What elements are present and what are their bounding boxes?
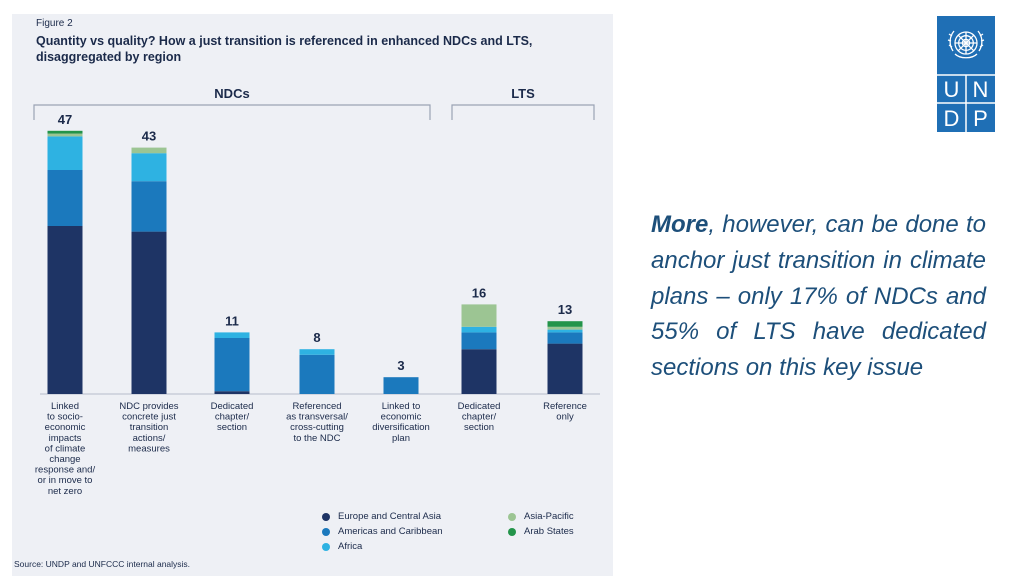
bar-segment-africa-6	[547, 329, 583, 333]
legend-swatch-europe	[322, 512, 330, 521]
bar-segment-asia_pacific-0	[47, 133, 83, 137]
legend-label-africa: Africa	[338, 541, 363, 552]
group-bracket-0	[33, 104, 431, 120]
category-label-6: Reference only	[543, 401, 587, 423]
legend-item-europe: Europe and Central Asia	[322, 511, 441, 522]
body-lead: More	[651, 211, 709, 238]
legend-item-asia-pacific: Asia-Pacific	[508, 511, 574, 522]
legend-swatch-arab-states	[508, 527, 516, 536]
category-label-4: Linked to economic diversification plan	[372, 401, 430, 444]
stacked-bar-chart: NDCs LTS 47 Linked to socio-economic impacts o…	[33, 86, 600, 497]
data-label-5: 16	[472, 285, 486, 300]
data-label-2: 11	[225, 313, 239, 328]
legend-item-africa: Africa	[322, 541, 362, 552]
legend-label-arab-states: Arab States	[524, 526, 574, 537]
group-label-0: NDCs	[214, 86, 249, 101]
legend-swatch-asia-pacific	[508, 512, 516, 521]
category-label-0: Linked to socio-economic impacts of climate…	[35, 401, 96, 497]
source-note: Source: UNDP and UNFCCC internal analysi…	[14, 559, 191, 569]
figure-label: Figure 2	[36, 18, 73, 29]
undp-logo: U N D P	[937, 16, 995, 132]
logo-grid	[937, 74, 995, 132]
bar-segment-americas-6	[547, 332, 583, 344]
category-label-5: Dedicated chapter/section	[458, 401, 501, 433]
legend-swatch-africa	[322, 542, 330, 551]
bar-segment-americas-1	[131, 181, 167, 232]
bar-segment-africa-2	[214, 332, 250, 338]
bar-segment-asia_pacific-5	[461, 304, 497, 327]
data-label-6: 13	[558, 302, 572, 317]
legend-swatch-americas	[322, 527, 330, 536]
legend-label-europe: Europe and Central Asia	[338, 511, 441, 522]
bar-segment-arab-6	[547, 321, 583, 327]
logo-letter-p: P	[973, 106, 988, 131]
legend-label-americas: Americas and Caribbean	[338, 526, 443, 537]
bar-segment-americas-3	[299, 354, 335, 394]
bar-segment-africa-5	[461, 326, 497, 333]
legend-label-asia-pacific: Asia-Pacific	[524, 511, 574, 522]
un-emblem-icon	[947, 30, 985, 59]
bar-segment-africa-1	[131, 153, 167, 182]
data-label-0: 47	[58, 112, 72, 127]
figure-panel: Figure 2 Quantity vs quality? How a just…	[12, 14, 613, 576]
logo-letter-n: N	[972, 77, 989, 102]
logo-letter-d: D	[943, 106, 960, 131]
bar-segment-africa-3	[299, 349, 335, 355]
bar-segment-africa-0	[47, 136, 83, 170]
bar-segment-asia_pacific-1	[131, 147, 167, 154]
bar-segment-arab-0	[47, 130, 83, 134]
bar-segment-europe-2	[214, 391, 250, 394]
bar-segment-europe-5	[461, 349, 497, 394]
group-label-1: LTS	[511, 86, 535, 101]
data-label-1: 43	[142, 129, 156, 144]
body-rest: , however, can be done to anchor just tr…	[651, 211, 986, 382]
bar-segment-europe-0	[47, 226, 83, 394]
bar-segment-europe-6	[547, 343, 583, 394]
legend-item-arab-states: Arab States	[508, 526, 574, 537]
data-label-4: 3	[397, 358, 404, 373]
data-label-3: 8	[313, 330, 320, 345]
body-paragraph: More, however, can be done to anchor jus…	[651, 207, 986, 386]
category-label-3: Referenced as transversal/cross-cutting to…	[286, 401, 348, 444]
figure-title: Quantity vs quality? How a just transiti…	[36, 34, 533, 64]
bar-segment-europe-1	[131, 231, 167, 394]
category-label-2: Dedicated chapter/section	[211, 401, 254, 433]
bar-segment-americas-5	[461, 332, 497, 350]
logo-letter-u: U	[943, 77, 960, 102]
bar-segment-asia_pacific-6	[547, 326, 583, 330]
bar-segment-americas-4	[383, 377, 419, 394]
group-bracket-1	[451, 104, 595, 120]
bar-segment-americas-2	[214, 338, 250, 392]
category-label-1: NDC provides concrete just transition actio…	[119, 401, 178, 454]
bar-segment-americas-0	[47, 170, 83, 226]
legend-item-americas: Americas and Caribbean	[322, 526, 443, 537]
